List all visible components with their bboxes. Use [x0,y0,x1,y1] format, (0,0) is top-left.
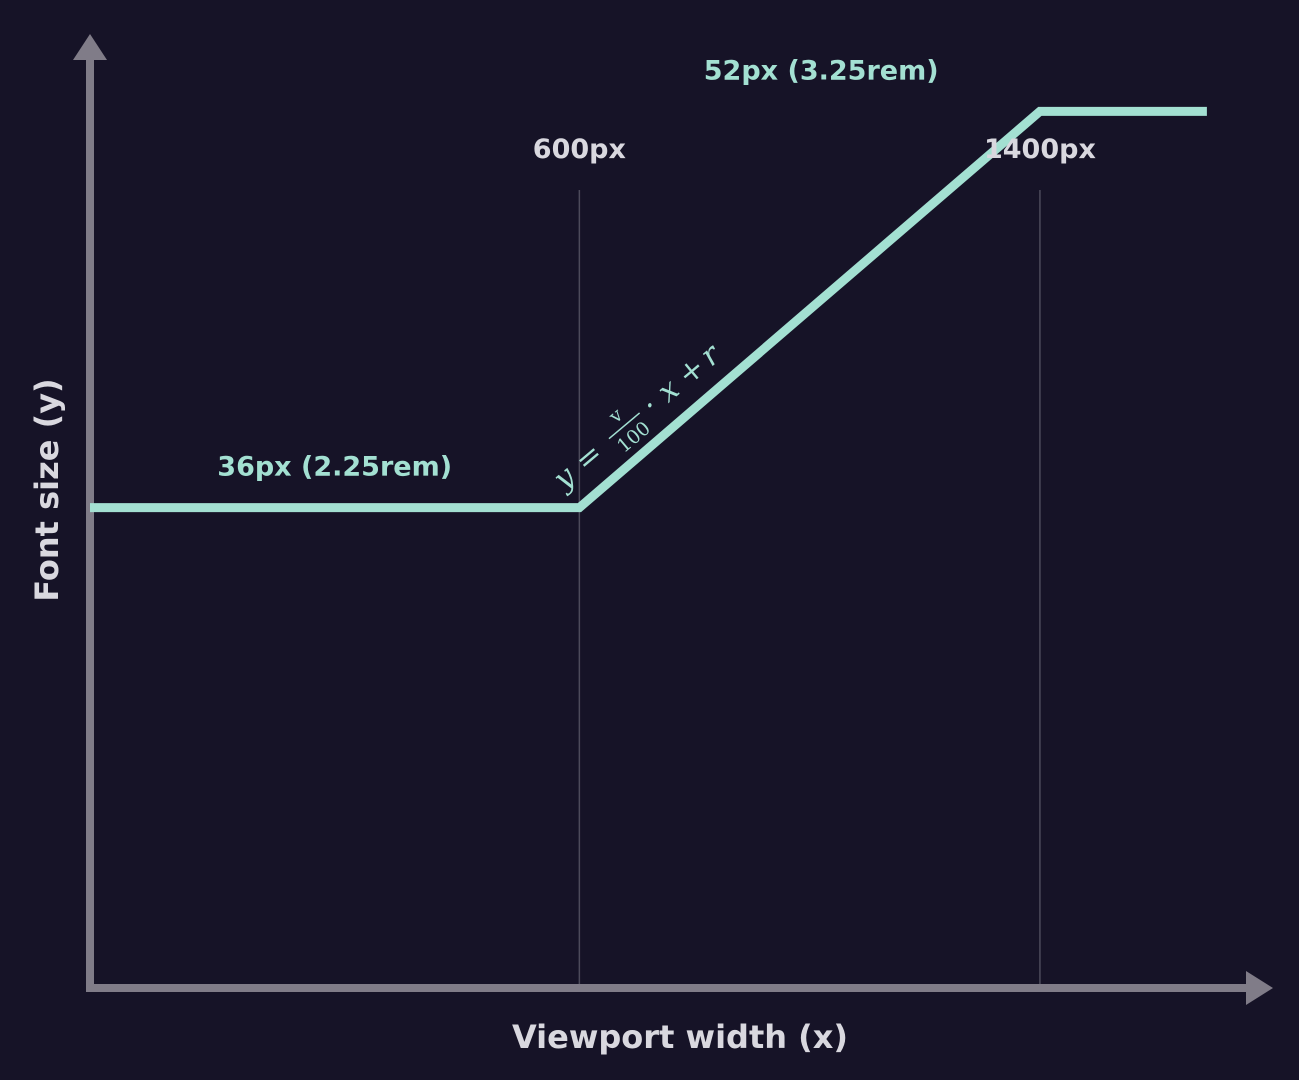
value-label-2: 52px (3.25rem) [704,55,939,86]
y-axis-label: Font size (y) [28,378,66,601]
chart-labels: 600px 1400px 36px (2.25rem) 52px (3.25rem) [217,55,1096,482]
font-size-series-line [90,106,1207,513]
x-axis-label: Viewport width (x) [512,1018,848,1056]
breakpoint-label-2: 1400px [984,134,1096,165]
formula-equals: = [568,436,610,479]
breakpoint-guides [578,190,1041,984]
formula-fraction-bar [608,412,641,440]
breakpoint-label-1: 600px [533,134,626,165]
formula-numerator: v [604,404,627,429]
axes [73,34,1273,1005]
value-label-1: 36px (2.25rem) [217,452,452,483]
y-axis-arrowhead [73,34,107,60]
series-marks [90,106,1207,513]
x-axis-arrowhead [1246,971,1273,1005]
slope-formula-annotation: y = v 100 · x + r [545,336,728,498]
